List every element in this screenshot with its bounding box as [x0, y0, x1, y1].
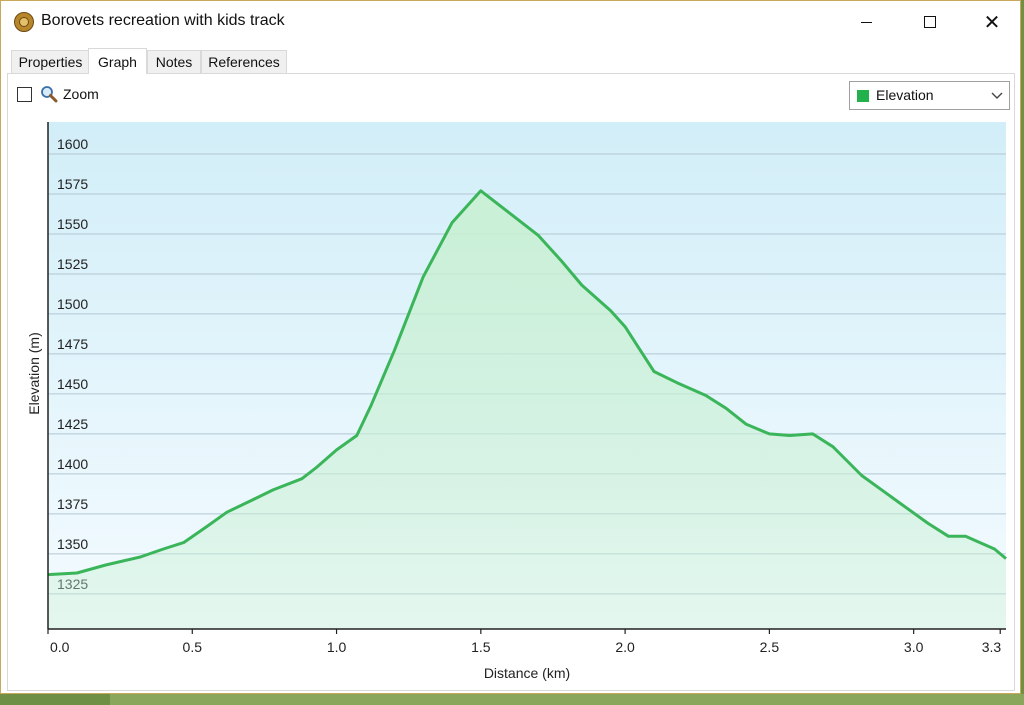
y-tick-label: 1375: [57, 496, 88, 512]
title-bar: Borovets recreation with kids track ✕: [1, 1, 1020, 43]
zoom-checkbox[interactable]: [17, 87, 32, 102]
window-title: Borovets recreation with kids track: [41, 12, 285, 29]
x-tick-label: 0.0: [50, 639, 70, 655]
y-tick-label: 1575: [57, 176, 88, 192]
x-tick-label: 0.5: [183, 639, 203, 655]
y-tick-label: 1525: [57, 256, 88, 272]
x-tick-label: 1.0: [327, 639, 347, 655]
tab-strip: Properties Graph Notes References: [7, 48, 1017, 74]
x-axis-title: Distance (km): [484, 665, 570, 681]
y-tick-label: 1475: [57, 336, 88, 352]
x-tick-label: 3.0: [904, 639, 924, 655]
tab-references[interactable]: References: [201, 50, 287, 73]
close-icon: ✕: [983, 11, 1001, 34]
elevation-line: [47, 189, 1007, 577]
series-select[interactable]: Elevation: [849, 81, 1010, 110]
zoom-label: Zoom: [63, 86, 99, 102]
x-tick-label: 2.5: [760, 639, 780, 655]
x-tick-label: 1.5: [471, 639, 491, 655]
elevation-chart: 1325135013751400142514501475150015251550…: [26, 122, 1007, 681]
x-tick-label: 2.0: [615, 639, 635, 655]
y-tick-label: 1400: [57, 456, 88, 472]
y-tick-label: 1600: [57, 136, 88, 152]
chevron-down-icon: [991, 92, 1003, 99]
elevation-area: [48, 190, 1006, 630]
y-tick-label: 1500: [57, 296, 88, 312]
y-tick-label: 1550: [57, 216, 88, 232]
tab-notes[interactable]: Notes: [147, 50, 201, 73]
y-tick-label: 1425: [57, 416, 88, 432]
y-tick-label: 1450: [57, 376, 88, 392]
app-icon: [14, 12, 34, 32]
map-background-strip: [110, 694, 1024, 705]
y-axis-title: Elevation (m): [26, 332, 42, 414]
series-color-swatch: [857, 90, 869, 102]
close-button[interactable]: ✕: [969, 1, 1015, 43]
tab-divider: [7, 73, 1015, 74]
y-tick-label: 1350: [57, 536, 88, 552]
magnifier-icon: [41, 86, 58, 103]
x-tick-label: 3.3: [982, 639, 1002, 655]
series-select-value: Elevation: [876, 87, 934, 103]
tab-graph[interactable]: Graph: [88, 48, 147, 74]
